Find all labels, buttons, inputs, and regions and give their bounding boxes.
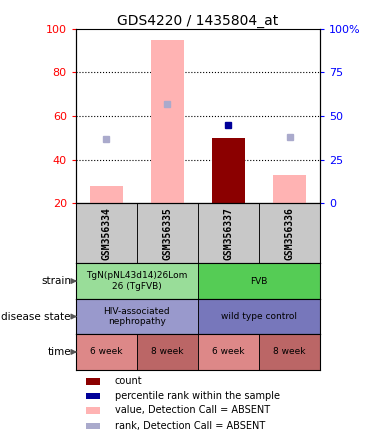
- Bar: [85, 407, 100, 413]
- Bar: [151, 40, 184, 203]
- Text: time: time: [47, 347, 71, 357]
- Text: GSM356336: GSM356336: [285, 207, 295, 260]
- Bar: [85, 392, 100, 399]
- Bar: [85, 378, 100, 385]
- Text: count: count: [115, 377, 142, 386]
- Bar: [137, 334, 198, 370]
- Text: disease state: disease state: [1, 312, 71, 321]
- Text: value, Detection Call = ABSENT: value, Detection Call = ABSENT: [115, 405, 270, 415]
- Bar: [212, 138, 245, 203]
- Text: wild type control: wild type control: [221, 312, 297, 321]
- Bar: [259, 203, 320, 263]
- Text: TgN(pNL43d14)26Lom
26 (TgFVB): TgN(pNL43d14)26Lom 26 (TgFVB): [86, 271, 188, 291]
- Text: rank, Detection Call = ABSENT: rank, Detection Call = ABSENT: [115, 421, 265, 431]
- Bar: [198, 334, 259, 370]
- Text: HIV-associated
nephropathy: HIV-associated nephropathy: [104, 307, 170, 326]
- Text: GSM356337: GSM356337: [223, 207, 233, 260]
- Text: GSM356334: GSM356334: [101, 207, 111, 260]
- Bar: [259, 334, 320, 370]
- Text: 8 week: 8 week: [273, 348, 306, 357]
- Bar: [273, 175, 306, 203]
- Bar: [76, 263, 198, 299]
- Bar: [198, 263, 320, 299]
- Text: percentile rank within the sample: percentile rank within the sample: [115, 391, 280, 401]
- Text: 6 week: 6 week: [90, 348, 122, 357]
- Bar: [85, 423, 100, 429]
- Bar: [198, 203, 259, 263]
- Text: strain: strain: [41, 276, 71, 286]
- Text: FVB: FVB: [250, 277, 268, 285]
- Bar: [90, 186, 123, 203]
- Title: GDS4220 / 1435804_at: GDS4220 / 1435804_at: [117, 14, 279, 28]
- Text: GSM356335: GSM356335: [162, 207, 172, 260]
- Bar: [198, 299, 320, 334]
- Text: 8 week: 8 week: [151, 348, 184, 357]
- Bar: [76, 299, 198, 334]
- Bar: [137, 203, 198, 263]
- Text: 6 week: 6 week: [212, 348, 245, 357]
- Bar: [76, 203, 137, 263]
- Bar: [76, 334, 137, 370]
